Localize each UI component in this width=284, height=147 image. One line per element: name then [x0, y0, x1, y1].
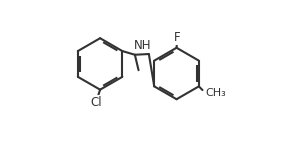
Text: CH₃: CH₃ — [205, 88, 226, 98]
Text: Cl: Cl — [91, 96, 102, 109]
Text: NH: NH — [134, 39, 151, 52]
Text: F: F — [174, 31, 181, 44]
